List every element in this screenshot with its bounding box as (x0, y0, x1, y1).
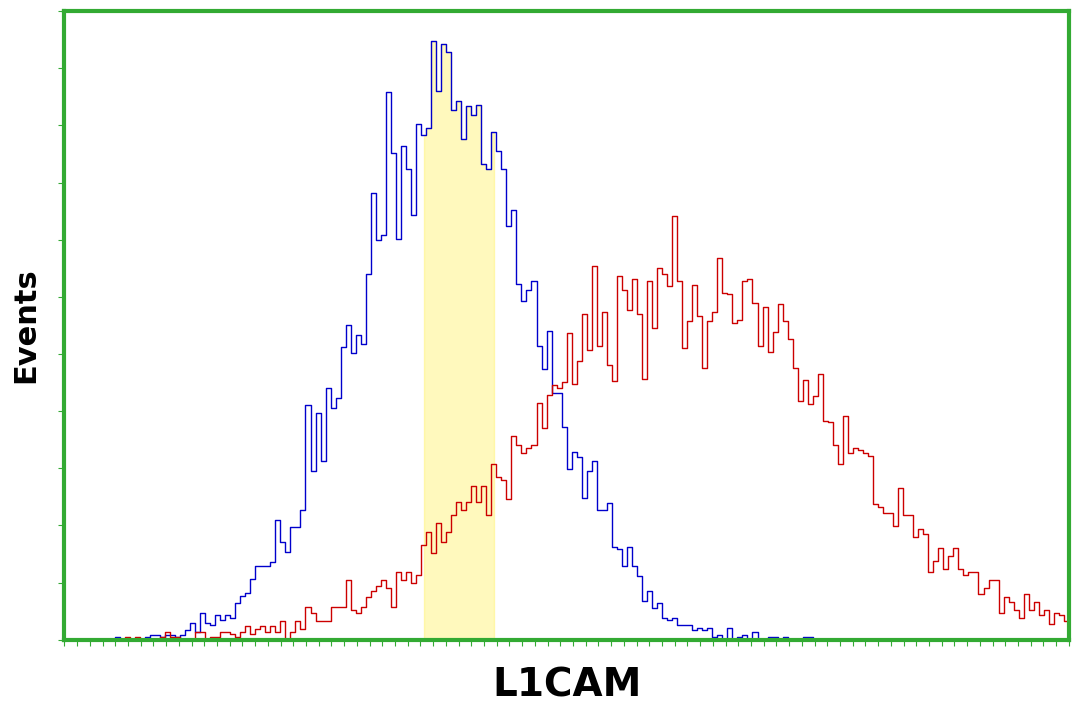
X-axis label: L1CAM: L1CAM (492, 667, 642, 705)
Y-axis label: Events: Events (11, 268, 40, 383)
